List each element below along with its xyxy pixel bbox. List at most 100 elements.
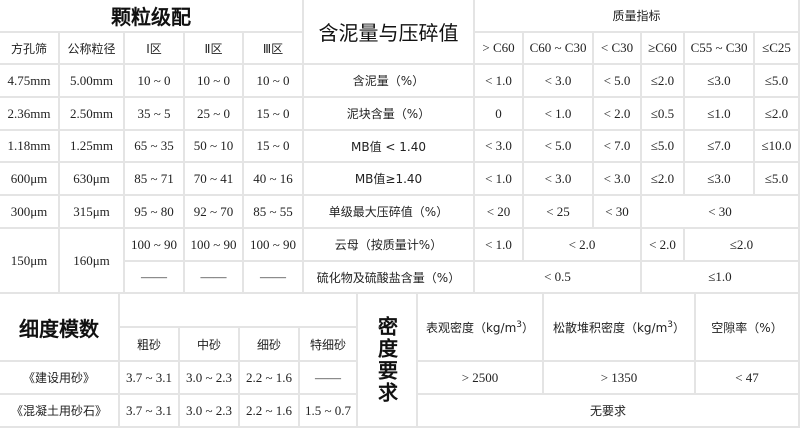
fineness-header: 粗砂 — [120, 328, 180, 362]
grade-header: ≥C60 — [642, 33, 685, 65]
quality-cell: < 2.0 — [524, 229, 642, 262]
header-zone-2: Ⅱ区 — [185, 33, 244, 65]
fineness-cell: —— — [300, 362, 358, 395]
quality-cell: ≤7.0 — [685, 131, 755, 163]
grading-cell: 315μm — [60, 196, 125, 229]
quality-label: 含泥量（%） — [304, 65, 475, 98]
grading-cell: 100 ~ 90 — [244, 229, 304, 262]
quality-cell: ≤2.0 — [685, 229, 800, 262]
quality-cell: ≤2.0 — [755, 98, 800, 131]
grading-cell: 100 ~ 90 — [185, 229, 244, 262]
fineness-header: 细砂 — [240, 328, 300, 362]
grading-dash-cell: —— — [125, 262, 185, 294]
grading-cell: 2.36mm — [0, 98, 60, 131]
fineness-cell: 2.2 ~ 1.6 — [240, 395, 300, 428]
quality-cell: < 2.0 — [594, 98, 642, 131]
density-header: 表观密度（kg/m3） — [418, 294, 544, 362]
quality-label: 硫化物及硫酸盐含量（%） — [304, 262, 475, 294]
quality-cell: < 30 — [594, 196, 642, 229]
fineness-cell: 3.0 ~ 2.3 — [180, 395, 240, 428]
density-header-text: 表观密度（kg/m3） — [425, 319, 535, 335]
density-no-requirement: 无要求 — [418, 395, 800, 428]
grade-header: < C30 — [594, 33, 642, 65]
density-cell: > 1350 — [544, 362, 696, 395]
quality-cell: < 1.0 — [475, 229, 524, 262]
quality-cell: ≤5.0 — [755, 65, 800, 98]
grading-cell: 92 ~ 70 — [185, 196, 244, 229]
grading-cell: 160μm — [60, 229, 125, 294]
density-header: 松散堆积密度（kg/m3） — [544, 294, 696, 362]
grading-cell: 100 ~ 90 — [125, 229, 185, 262]
grading-cell: 15 ~ 0 — [244, 98, 304, 131]
fineness-cell: 1.5 ~ 0.7 — [300, 395, 358, 428]
grading-cell: 70 ~ 41 — [185, 163, 244, 196]
grade-header: ≤C25 — [755, 33, 800, 65]
header-zone-3: Ⅲ区 — [244, 33, 304, 65]
quality-cell: ≤1.0 — [685, 98, 755, 131]
grade-header: > C60 — [475, 33, 524, 65]
fineness-blank — [120, 294, 358, 328]
grading-cell: 95 ~ 80 — [125, 196, 185, 229]
quality-cell: ≤5.0 — [755, 163, 800, 196]
quality-cell: < 1.0 — [475, 65, 524, 98]
fineness-row-label: 《混凝土用砂石》 — [0, 395, 120, 428]
quality-label: 单级最大压碎值（%） — [304, 196, 475, 229]
density-cell: > 2500 — [418, 362, 544, 395]
grading-dash-cell: —— — [185, 262, 244, 294]
quality-cell: ≤2.0 — [642, 163, 685, 196]
quality-cell: < 20 — [475, 196, 524, 229]
quality-cell: ≤3.0 — [685, 65, 755, 98]
grade-header: C60 ~ C30 — [524, 33, 594, 65]
grading-cell: 4.75mm — [0, 65, 60, 98]
header-nominal: 公称粒径 — [60, 33, 125, 65]
quality-cell: ≤5.0 — [642, 131, 685, 163]
quality-cell: < 0.5 — [475, 262, 642, 294]
grading-cell: 25 ~ 0 — [185, 98, 244, 131]
grading-cell: 35 ~ 5 — [125, 98, 185, 131]
quality-cell: ≤10.0 — [755, 131, 800, 163]
grading-cell: 630μm — [60, 163, 125, 196]
quality-label: 云母（按质量计%） — [304, 229, 475, 262]
quality-label: MB值≥1.40 — [304, 163, 475, 196]
density-title: 密度要求 — [358, 294, 418, 428]
density-header-text: 松散堆积密度（kg/m3） — [552, 319, 686, 335]
quality-cell: < 30 — [642, 196, 800, 229]
quality-cell: < 5.0 — [594, 65, 642, 98]
quality-label: 泥块含量（%） — [304, 98, 475, 131]
grading-cell: 10 ~ 0 — [244, 65, 304, 98]
grading-cell: 1.25mm — [60, 131, 125, 163]
grading-cell: 65 ~ 35 — [125, 131, 185, 163]
quality-cell: ≤3.0 — [685, 163, 755, 196]
quality-cell: < 3.0 — [594, 163, 642, 196]
grading-cell: 10 ~ 0 — [185, 65, 244, 98]
grading-cell: 85 ~ 55 — [244, 196, 304, 229]
grading-cell: 150μm — [0, 229, 60, 294]
fineness-title: 细度模数 — [0, 294, 120, 362]
fineness-cell: 3.0 ~ 2.3 — [180, 362, 240, 395]
quality-cell: ≤1.0 — [642, 262, 800, 294]
header-zone-1: Ⅰ区 — [125, 33, 185, 65]
fineness-header: 中砂 — [180, 328, 240, 362]
grading-cell: 300μm — [0, 196, 60, 229]
grading-cell: 1.18mm — [0, 131, 60, 163]
grading-dash-cell: —— — [244, 262, 304, 294]
grading-cell: 40 ~ 16 — [244, 163, 304, 196]
fineness-header: 特细砂 — [300, 328, 358, 362]
quality-cell: < 3.0 — [475, 131, 524, 163]
grading-cell: 50 ~ 10 — [185, 131, 244, 163]
grading-cell: 2.50mm — [60, 98, 125, 131]
quality-cell: 0 — [475, 98, 524, 131]
quality-label: MB值 < 1.40 — [304, 131, 475, 163]
fineness-cell: 3.7 ~ 3.1 — [120, 362, 180, 395]
grading-cell: 15 ~ 0 — [244, 131, 304, 163]
quality-cell: ≤2.0 — [642, 65, 685, 98]
fineness-row-label: 《建设用砂》 — [0, 362, 120, 395]
quality-cell: < 1.0 — [524, 98, 594, 131]
grading-cell: 10 ~ 0 — [125, 65, 185, 98]
density-header: 空隙率（%） — [696, 294, 800, 362]
quality-cell: < 5.0 — [524, 131, 594, 163]
quality-cell: < 3.0 — [524, 163, 594, 196]
quality-cell: < 3.0 — [524, 65, 594, 98]
quality-cell: < 2.0 — [642, 229, 685, 262]
